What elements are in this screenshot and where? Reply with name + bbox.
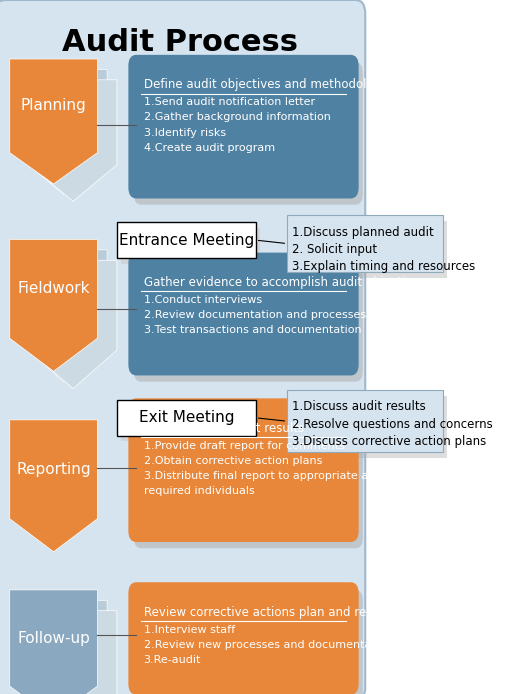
Text: Follow-up: Follow-up — [17, 631, 90, 645]
FancyBboxPatch shape — [0, 0, 365, 694]
FancyBboxPatch shape — [121, 405, 259, 441]
Polygon shape — [19, 69, 107, 194]
Text: Define audit objectives and methodology: Define audit objectives and methodology — [144, 78, 388, 92]
Text: 1.Interview staff: 1.Interview staff — [144, 625, 235, 634]
Text: 2.Review documentation and processes: 2.Review documentation and processes — [144, 310, 366, 320]
FancyBboxPatch shape — [134, 406, 363, 548]
Polygon shape — [10, 590, 98, 694]
Text: 2.Resolve questions and concerns: 2.Resolve questions and concerns — [292, 418, 493, 431]
Polygon shape — [29, 80, 117, 201]
FancyBboxPatch shape — [129, 253, 358, 375]
Polygon shape — [10, 239, 98, 371]
Text: 3.Discuss corrective action plans: 3.Discuss corrective action plans — [292, 435, 487, 448]
FancyBboxPatch shape — [117, 222, 256, 258]
Text: Fieldwork: Fieldwork — [17, 281, 90, 296]
FancyBboxPatch shape — [121, 228, 259, 264]
Text: Audit Process: Audit Process — [62, 28, 298, 57]
Polygon shape — [29, 260, 117, 389]
Text: 3.Distribute final report to appropriate and: 3.Distribute final report to appropriate… — [144, 471, 382, 481]
Text: Planning: Planning — [20, 99, 87, 113]
Text: 1.Conduct interviews: 1.Conduct interviews — [144, 295, 262, 305]
Text: 4.Create audit program: 4.Create audit program — [144, 143, 275, 153]
FancyBboxPatch shape — [287, 390, 443, 452]
FancyBboxPatch shape — [134, 260, 363, 382]
Text: 1.Send audit notification letter: 1.Send audit notification letter — [144, 97, 315, 107]
Text: 3.Re-audit: 3.Re-audit — [144, 655, 201, 665]
Text: Exit Meeting: Exit Meeting — [139, 410, 234, 425]
Text: Gather evidence to accomplish audit objectives: Gather evidence to accomplish audit obje… — [144, 276, 426, 289]
Text: 2.Review new processes and documentation: 2.Review new processes and documentation — [144, 640, 392, 650]
FancyBboxPatch shape — [129, 399, 358, 541]
FancyBboxPatch shape — [129, 56, 358, 198]
Polygon shape — [10, 420, 98, 552]
Text: 3.Explain timing and resources: 3.Explain timing and resources — [292, 260, 476, 273]
Text: Reporting: Reporting — [16, 462, 91, 477]
Text: 3.Identify risks: 3.Identify risks — [144, 128, 226, 137]
Text: 2.Gather background information: 2.Gather background information — [144, 112, 331, 122]
Text: 2.Obtain corrective action plans: 2.Obtain corrective action plans — [144, 456, 322, 466]
Text: 1.Discuss audit results: 1.Discuss audit results — [292, 400, 426, 414]
Text: Communicate audit results: Communicate audit results — [144, 422, 304, 435]
Polygon shape — [29, 611, 117, 694]
FancyBboxPatch shape — [117, 400, 256, 436]
FancyBboxPatch shape — [291, 396, 447, 458]
Polygon shape — [19, 250, 107, 382]
FancyBboxPatch shape — [134, 62, 363, 205]
Polygon shape — [10, 59, 98, 184]
FancyBboxPatch shape — [287, 215, 443, 272]
FancyBboxPatch shape — [129, 583, 358, 694]
Text: 1.Discuss planned audit: 1.Discuss planned audit — [292, 226, 434, 239]
Text: Entrance Meeting: Entrance Meeting — [119, 232, 254, 248]
FancyBboxPatch shape — [134, 590, 363, 694]
Text: 2. Solicit input: 2. Solicit input — [292, 243, 377, 256]
Text: 3.Test transactions and documentation: 3.Test transactions and documentation — [144, 325, 361, 335]
Polygon shape — [19, 600, 107, 694]
FancyBboxPatch shape — [291, 221, 447, 278]
Text: required individuals: required individuals — [144, 486, 255, 496]
Text: 1.Provide draft report for comments: 1.Provide draft report for comments — [144, 441, 344, 450]
Text: Review corrective actions plan and results: Review corrective actions plan and resul… — [144, 606, 394, 619]
